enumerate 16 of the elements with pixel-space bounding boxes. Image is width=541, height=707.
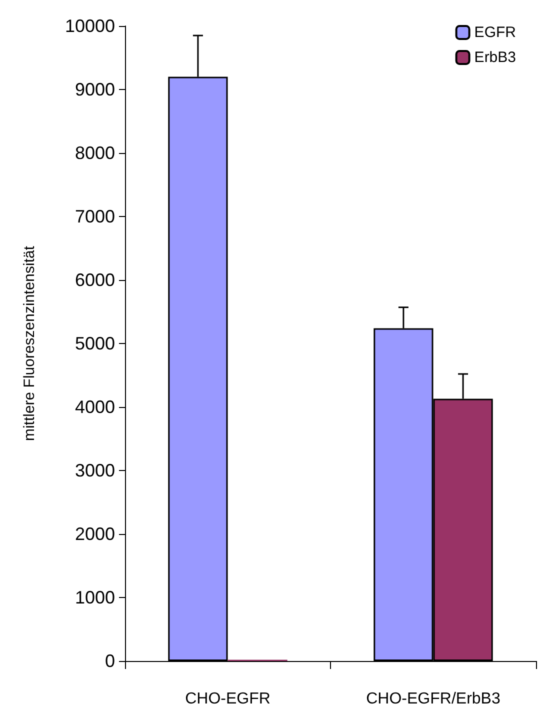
y-tick-label: 0 [104, 651, 115, 671]
x-tick-label: CHO-EGFR/ErbB3 [366, 690, 500, 707]
y-tick-label: 10000 [64, 16, 115, 36]
y-tick-label: 3000 [74, 460, 115, 480]
y-tick-label: 7000 [74, 206, 115, 226]
legend-label: ErbB3 [474, 49, 516, 66]
y-tick-label: 5000 [74, 334, 115, 354]
y-tick-label: 1000 [74, 588, 115, 608]
y-tick-label: 4000 [74, 397, 115, 417]
y-tick-label: 8000 [74, 143, 115, 163]
legend-label: EGFR [474, 24, 516, 41]
y-tick-label: 2000 [74, 524, 115, 544]
y-tick-label: 9000 [74, 80, 115, 100]
y-axis-title: mittlere Fluoreszenzintensität [21, 245, 38, 442]
x-tick-label: CHO-EGFR [185, 690, 270, 707]
y-tick-label: 6000 [74, 270, 115, 290]
